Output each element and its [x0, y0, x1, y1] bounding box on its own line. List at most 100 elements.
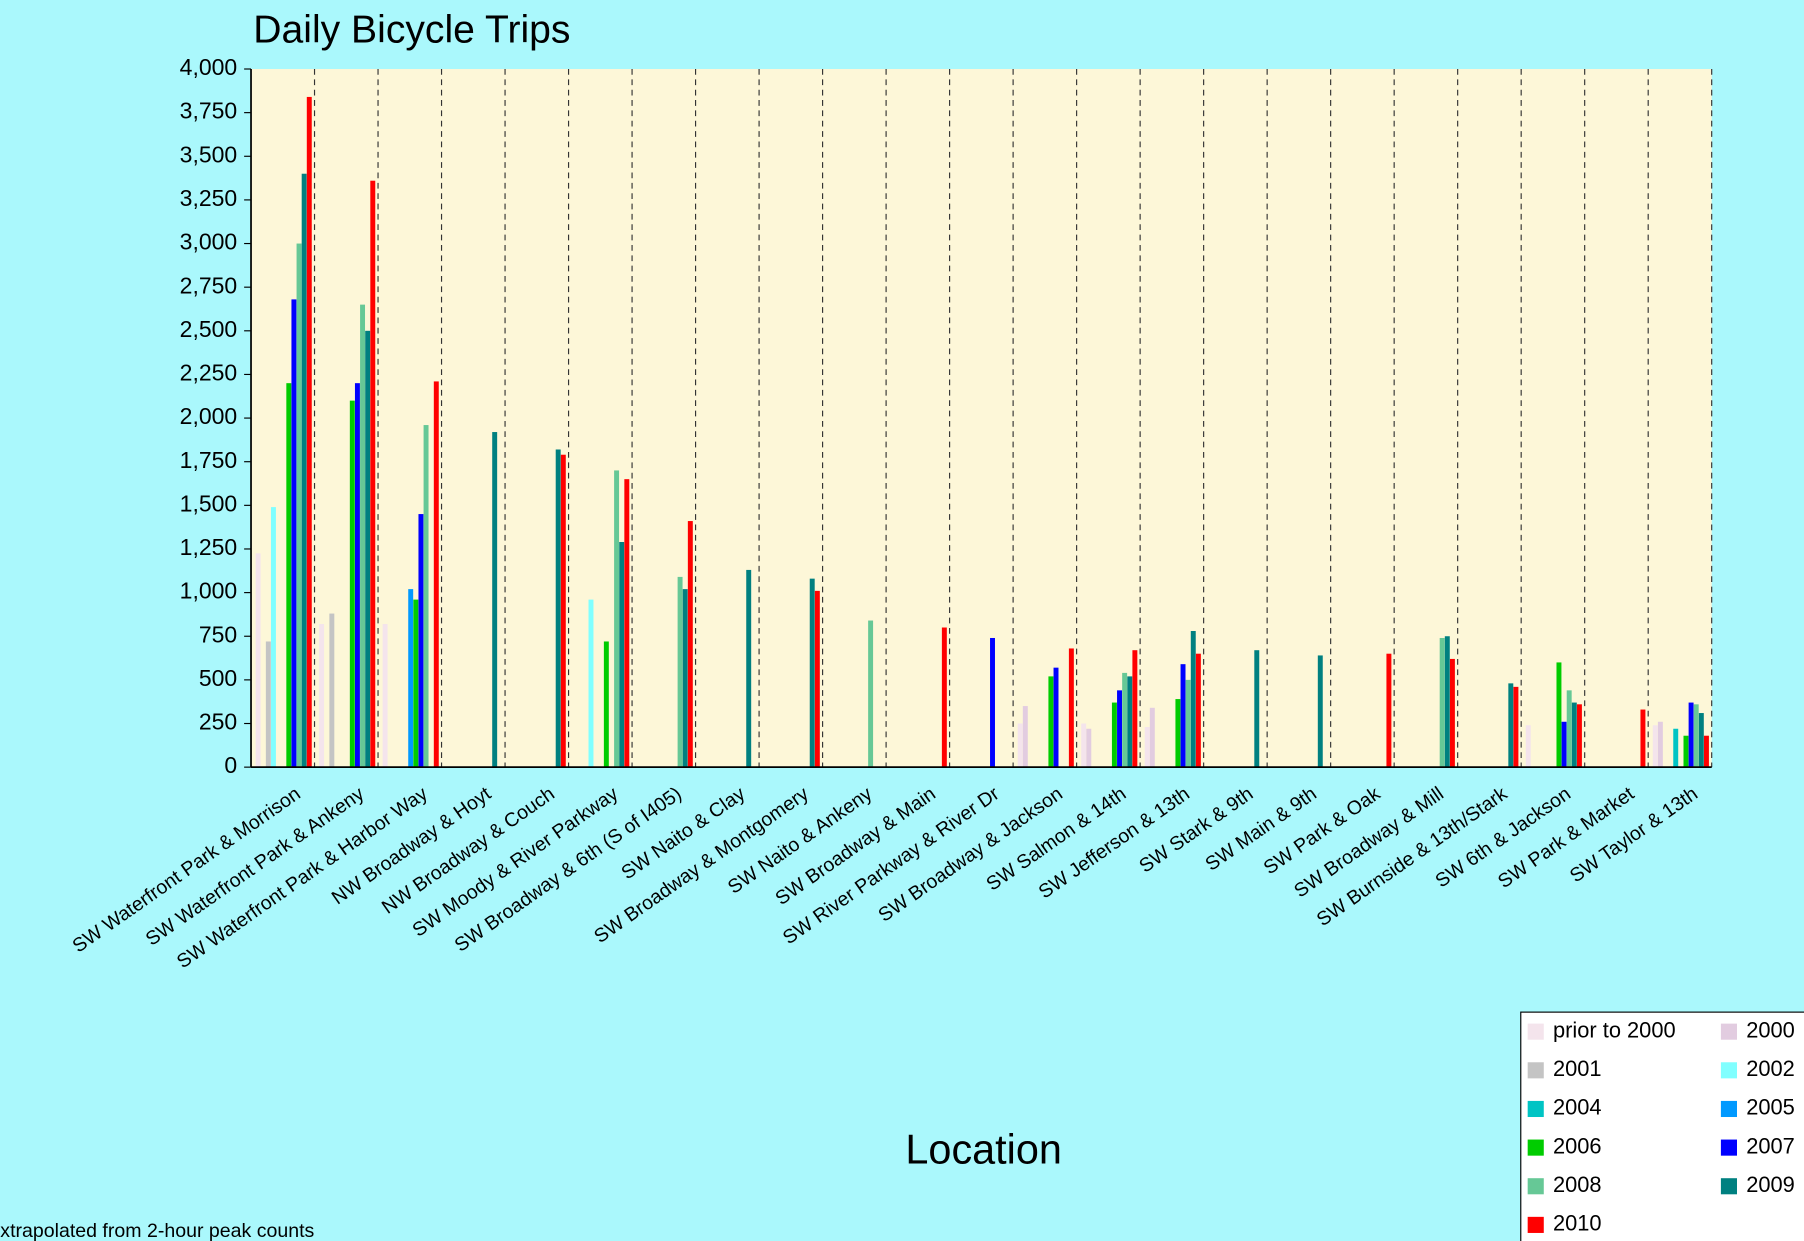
bar	[555, 449, 561, 768]
bar	[990, 637, 995, 768]
bar	[306, 96, 312, 768]
y-tick-label: 250	[199, 709, 237, 735]
bar	[1525, 725, 1531, 768]
bar	[329, 613, 335, 768]
chart-title: Daily Bicycle Trips	[253, 9, 570, 52]
y-tick-label: 3,750	[180, 98, 238, 124]
legend-label: 2001	[1553, 1056, 1602, 1081]
legend-label: 2004	[1553, 1095, 1602, 1120]
bar	[746, 569, 752, 768]
y-tick-label: 3,500	[180, 141, 238, 167]
bar	[492, 432, 498, 768]
legend-label: 2009	[1746, 1172, 1795, 1197]
bar	[1513, 686, 1519, 768]
legend-label: 2006	[1553, 1133, 1602, 1158]
x-tick-label: SW Waterfront Park & Harbor Way	[173, 783, 432, 974]
y-tick-label: 750	[199, 621, 237, 647]
bar	[1576, 704, 1582, 768]
legend-swatch	[1720, 1062, 1738, 1079]
bar	[1673, 728, 1679, 768]
bar	[1449, 658, 1455, 768]
bar	[418, 514, 424, 768]
bar	[588, 599, 594, 768]
plot-area	[251, 69, 1712, 768]
legend-swatch	[1720, 1178, 1738, 1195]
bar	[1053, 667, 1059, 768]
bar	[286, 383, 292, 768]
legend-swatch	[1527, 1178, 1544, 1195]
bar	[270, 507, 276, 768]
bar	[301, 173, 307, 768]
bar	[1688, 702, 1694, 768]
legend-swatch	[1527, 1216, 1544, 1233]
bar	[1640, 709, 1646, 768]
legend-swatch	[1527, 1100, 1544, 1118]
bar	[1508, 683, 1514, 768]
bar	[370, 180, 376, 768]
bar	[868, 620, 874, 768]
bar	[1683, 735, 1689, 768]
legend-label: 2000	[1746, 1017, 1795, 1042]
bar	[1561, 721, 1567, 768]
bar	[354, 383, 360, 768]
bar	[319, 624, 325, 768]
bar	[382, 624, 388, 768]
bar	[1190, 631, 1196, 768]
bar	[560, 454, 566, 768]
y-tick-label: 2,750	[180, 272, 238, 298]
bar	[1185, 679, 1191, 768]
bar	[1117, 690, 1122, 768]
y-tick-label: 2,250	[180, 360, 238, 386]
legend-label: 2007	[1746, 1133, 1795, 1158]
legend-label: 2005	[1746, 1095, 1795, 1120]
bar	[296, 243, 302, 768]
bar	[1254, 650, 1260, 768]
bar	[1693, 704, 1699, 768]
y-tick-label: 4,000	[180, 54, 238, 80]
bar	[1444, 636, 1450, 768]
bar	[1652, 725, 1658, 768]
bar	[619, 541, 625, 768]
bar	[1698, 713, 1704, 768]
bar	[1439, 637, 1445, 768]
bar	[809, 578, 815, 768]
y-tick-label: 3,000	[180, 229, 238, 255]
bar	[291, 299, 297, 768]
legend-swatch	[1527, 1139, 1544, 1156]
bar	[1068, 648, 1074, 768]
bar	[1556, 662, 1562, 768]
bar	[1657, 721, 1663, 768]
bar	[413, 599, 419, 768]
bar	[677, 576, 683, 768]
y-tick-label: 500	[199, 665, 237, 691]
bar	[1571, 702, 1577, 768]
bar	[365, 330, 371, 768]
y-tick-label: 1,250	[180, 534, 238, 560]
bar	[360, 304, 366, 768]
bar	[603, 641, 609, 768]
bar	[682, 589, 688, 768]
legend-label: 2008	[1553, 1172, 1602, 1197]
bar	[1566, 690, 1572, 768]
bar	[1195, 653, 1201, 768]
bar	[1127, 676, 1133, 768]
y-tick-label: 3,250	[180, 185, 238, 211]
bar	[1086, 728, 1092, 768]
y-tick-label: 2,000	[180, 403, 238, 429]
bar	[265, 641, 271, 768]
bar	[433, 381, 439, 768]
footnote: xtrapolated from 2-hour peak counts	[0, 1220, 314, 1241]
bar	[1703, 735, 1709, 768]
bar	[1149, 707, 1155, 768]
bar	[941, 627, 947, 768]
bar	[423, 425, 429, 768]
x-axis-title: Location	[905, 1126, 1061, 1172]
bar	[349, 400, 355, 768]
bar	[1081, 723, 1087, 768]
bar	[255, 553, 261, 768]
bar	[1022, 706, 1028, 768]
bar	[1386, 653, 1392, 768]
bar	[614, 470, 620, 768]
bar	[687, 521, 693, 768]
